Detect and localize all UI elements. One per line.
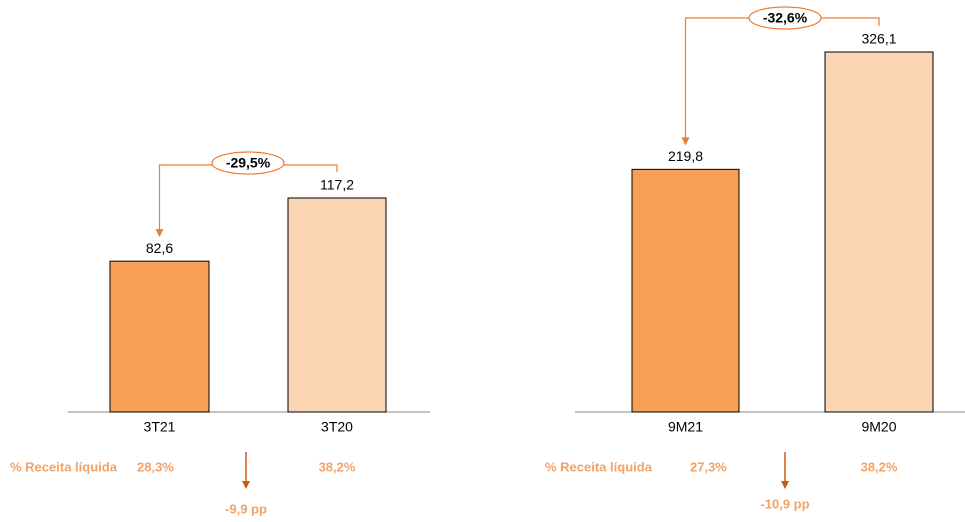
value-label: 326,1 xyxy=(861,31,896,47)
change-label: -32,6% xyxy=(763,10,808,26)
margin-arrow-head xyxy=(781,481,789,489)
value-label: 117,2 xyxy=(320,177,354,193)
change-label: -29,5% xyxy=(226,155,271,171)
bar xyxy=(287,197,387,413)
bar xyxy=(631,168,740,413)
bar xyxy=(109,260,210,413)
category-label: 3T21 xyxy=(144,419,176,435)
arrow-head xyxy=(681,137,690,146)
margin-value: 38,2% xyxy=(861,459,898,474)
category-label: 3T20 xyxy=(321,419,353,435)
margin-value: 38,2% xyxy=(319,459,356,474)
arrow-head xyxy=(155,229,164,238)
change-badge xyxy=(211,151,285,175)
value-label: 82,6 xyxy=(146,240,173,256)
margin-value: 27,3% xyxy=(690,459,727,474)
category-label: 9M20 xyxy=(861,419,896,435)
margin-arrow-head xyxy=(242,481,250,489)
margin-value: 28,3% xyxy=(137,459,174,474)
margin-change: -9,9 pp xyxy=(225,501,267,516)
margin-title: % Receita líquida xyxy=(545,459,653,474)
bar xyxy=(824,51,934,413)
value-label: 219,8 xyxy=(668,148,703,164)
change-badge xyxy=(748,6,822,30)
margin-title: % Receita líquida xyxy=(10,459,118,474)
margin-change: -10,9 pp xyxy=(760,496,809,511)
category-label: 9M21 xyxy=(668,419,703,435)
